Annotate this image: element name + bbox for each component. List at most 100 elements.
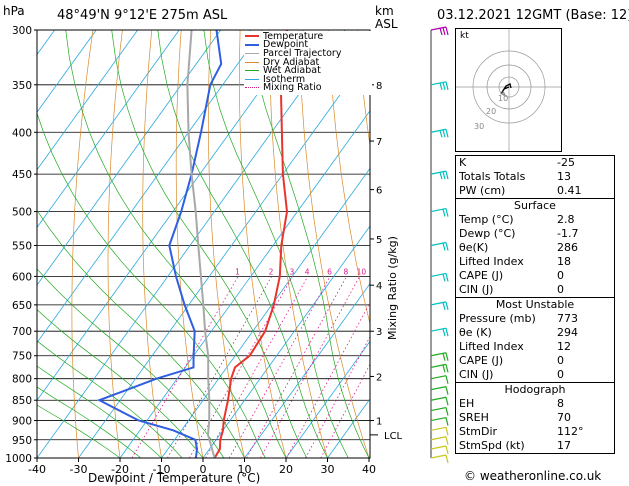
table-row-key: Pressure (mb) bbox=[459, 312, 536, 325]
wet-adiabat bbox=[37, 268, 225, 458]
indices-panel: K -25 Totals Totals 13 PW (cm) 0.41 Surface Te… bbox=[455, 155, 615, 454]
wet-adiabat bbox=[37, 112, 266, 458]
table-row-key: CIN (J) bbox=[459, 283, 494, 296]
pressure-tick-label: 950 bbox=[12, 435, 32, 447]
hodograph: 10 20 30 kt bbox=[455, 28, 562, 152]
legend-entry: Parcel Trajectory bbox=[245, 49, 371, 58]
mixing-ratio-label: 3 bbox=[289, 267, 294, 276]
mixing-ratio-line bbox=[246, 276, 347, 458]
pressure-tick-label: 750 bbox=[12, 351, 32, 363]
wind-barbs bbox=[430, 26, 449, 464]
wind-barb bbox=[430, 128, 449, 138]
wet-adiabat bbox=[37, 309, 204, 458]
mixing-ratio-label: 2 bbox=[269, 267, 274, 276]
wind-barb bbox=[430, 352, 449, 361]
x-tick-label: 20 bbox=[279, 463, 293, 476]
isotherm bbox=[37, 30, 180, 229]
isotherm bbox=[37, 30, 221, 286]
wet-adiabat bbox=[37, 340, 183, 458]
pressure-tick-label: 900 bbox=[12, 416, 32, 428]
km-tick-label: 8 bbox=[376, 81, 382, 92]
pressure-tick-label: 400 bbox=[12, 127, 32, 139]
table-row: CIN (J) 0 bbox=[456, 368, 614, 382]
table-row-key: PW (cm) bbox=[459, 184, 506, 197]
temperature-curve bbox=[213, 30, 289, 458]
legend-label: Dewpoint bbox=[263, 39, 309, 51]
mixing-ratio-line bbox=[228, 276, 331, 458]
table-row-value: 286 bbox=[557, 241, 578, 254]
km-tick-label: 2 bbox=[376, 372, 382, 383]
hodograph-unit-label: kt bbox=[460, 31, 469, 41]
wind-barb bbox=[430, 363, 449, 373]
hodograph-table: Hodograph EH 8 SREH 70 StmDir 112° StmSpd (kt) 1… bbox=[455, 382, 615, 454]
table-row: EH 8 bbox=[456, 397, 614, 411]
legend-label: Dry Adiabat bbox=[263, 56, 320, 68]
pressure-tick-label: 850 bbox=[12, 395, 32, 407]
axes-layer: 3003504004505005506006507007508008509009… bbox=[5, 25, 402, 476]
table-section-title: Hodograph bbox=[504, 383, 566, 396]
wind-barb bbox=[430, 426, 449, 436]
legend-swatch bbox=[245, 70, 259, 72]
mixing-ratio-line bbox=[131, 276, 239, 458]
wet-adiabat bbox=[37, 404, 121, 458]
pressure-tick-label: 300 bbox=[12, 25, 32, 37]
isotherm bbox=[161, 167, 370, 458]
table-row-key: Lifted Index bbox=[459, 340, 524, 353]
pressure-tick-label: 800 bbox=[12, 374, 32, 386]
mixing-ratio-label: 25 bbox=[413, 267, 423, 276]
legend-entry: Isotherm bbox=[245, 75, 371, 84]
wind-barb bbox=[430, 396, 449, 406]
table-row-value: -25 bbox=[557, 156, 575, 169]
wind-barb bbox=[430, 81, 449, 90]
table-row: Totals Totals 13 bbox=[456, 170, 614, 184]
dry-adiabat bbox=[175, 30, 204, 458]
wet-adiabat bbox=[203, 30, 349, 458]
table-row-value: 17 bbox=[557, 439, 571, 452]
legend: Temperature Dewpoint Parcel Trajectory Dry … bbox=[244, 31, 372, 95]
datetime-title: 03.12.2021 12GMT (Base: 12) bbox=[437, 8, 629, 23]
pressure-tick-label: 550 bbox=[12, 240, 32, 252]
pressure-tick-label: 700 bbox=[12, 326, 32, 338]
table-row-key: Totals Totals bbox=[459, 170, 526, 183]
wind-barb bbox=[430, 327, 449, 337]
dry-adiabat bbox=[298, 30, 370, 458]
isotherm bbox=[119, 110, 370, 458]
table-row-value: 0.41 bbox=[557, 184, 582, 197]
table-row-value: 0 bbox=[557, 283, 564, 296]
wind-barb bbox=[430, 301, 449, 311]
table-row: PW (cm) 0.41 bbox=[456, 184, 614, 198]
legend-swatch bbox=[245, 87, 259, 89]
table-row: Temp (°C) 2.8 bbox=[456, 213, 614, 227]
y-axis-label: Mixing Ratio (g/kg) bbox=[386, 236, 399, 340]
wind-barb bbox=[430, 406, 449, 416]
table-row-key: StmSpd (kt) bbox=[459, 439, 525, 452]
isotherm bbox=[244, 283, 370, 458]
wind-barb bbox=[430, 445, 449, 455]
dry-adiabat bbox=[107, 30, 123, 458]
table-row: Lifted Index 12 bbox=[456, 340, 614, 354]
wet-adiabat bbox=[37, 386, 142, 458]
mixing-ratio-label: 20 bbox=[399, 267, 409, 276]
legend-entry: Mixing Ratio bbox=[245, 83, 371, 93]
x-tick-label: -10 bbox=[153, 463, 171, 476]
wet-adiabat bbox=[37, 365, 162, 458]
wet-adiabat bbox=[249, 30, 370, 458]
legend-swatch bbox=[245, 61, 259, 63]
pressure-tick-label: 600 bbox=[12, 271, 32, 283]
dry-adiabat bbox=[71, 30, 94, 458]
table-row-value: 294 bbox=[557, 326, 578, 339]
location-title: 48°49'N 9°12'E 275m ASL bbox=[57, 8, 228, 23]
hodograph-ring-label-20: 20 bbox=[486, 107, 496, 116]
table-row: CIN (J) 0 bbox=[456, 283, 614, 297]
hodograph-storm-trace bbox=[500, 90, 507, 97]
pressure-tick-label: 1000 bbox=[5, 453, 32, 465]
x-tick-label: -30 bbox=[70, 463, 88, 476]
copyright-footer: © weatheronline.co.uk bbox=[464, 469, 602, 483]
table-row-key: CAPE (J) bbox=[459, 269, 504, 282]
mixing-ratio-label: 6 bbox=[327, 267, 332, 276]
mixing-ratio-label: 10 bbox=[357, 267, 367, 276]
isotherm bbox=[285, 340, 370, 458]
isotherm bbox=[37, 30, 263, 344]
table-row: K -25 bbox=[456, 156, 614, 170]
legend-entry: Temperature bbox=[245, 32, 371, 41]
